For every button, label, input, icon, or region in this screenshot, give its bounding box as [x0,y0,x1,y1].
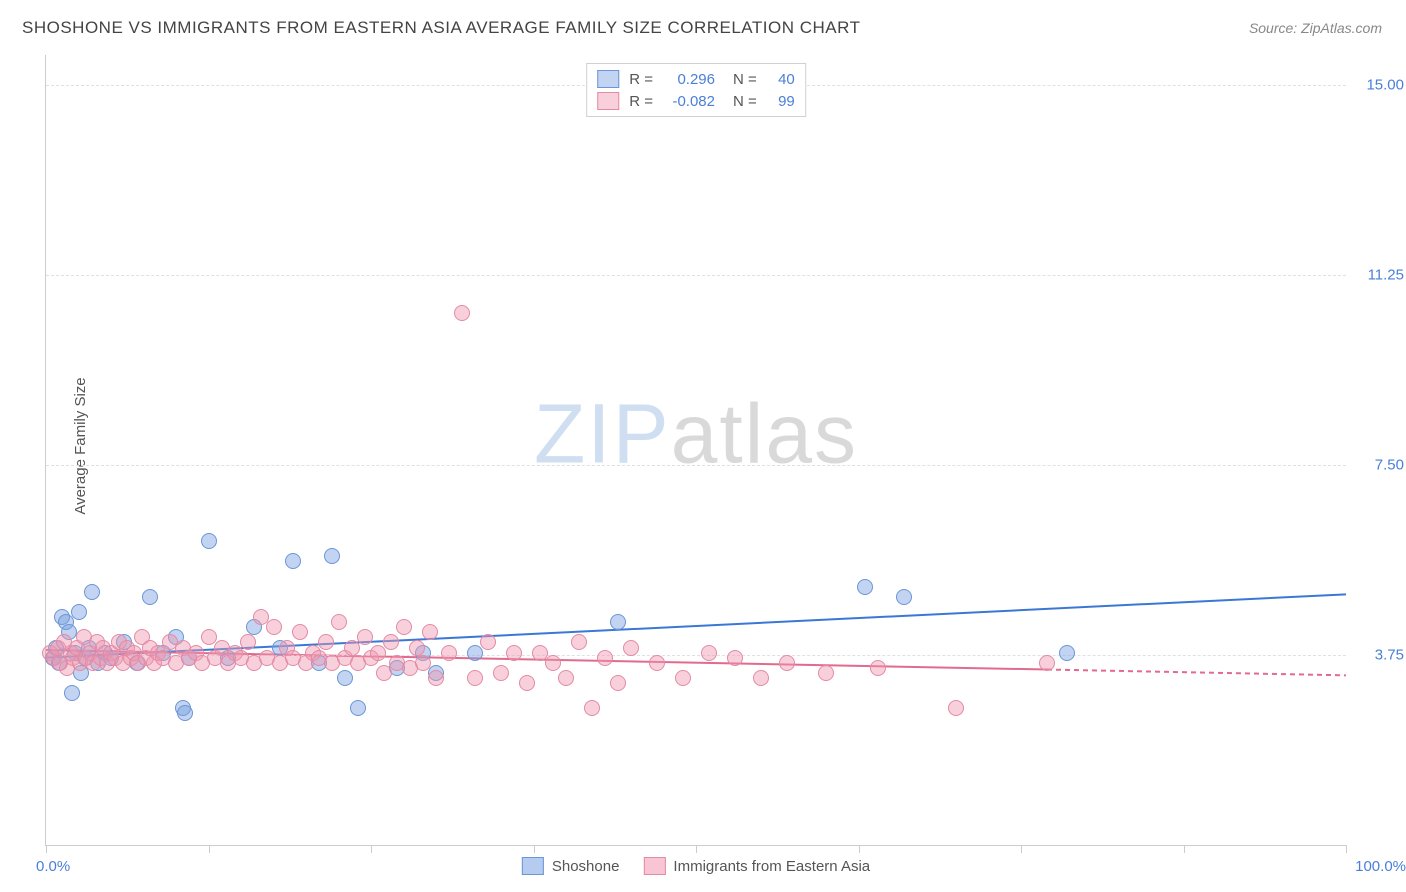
data-point-series-1 [584,700,600,716]
data-point-series-1 [357,629,373,645]
data-point-series-1 [318,634,334,650]
legend-bottom-label-2: Immigrants from Eastern Asia [673,858,870,875]
data-point-series-1 [415,655,431,671]
data-point-series-1 [409,640,425,656]
x-tick [859,845,860,853]
trend-line-dashed [1047,670,1346,676]
y-tick-label: 7.50 [1375,457,1404,474]
data-point-series-1 [467,670,483,686]
data-point-series-1 [506,645,522,661]
data-point-series-1 [727,650,743,666]
data-point-series-1 [818,665,834,681]
data-point-series-0 [350,700,366,716]
data-point-series-1 [870,660,886,676]
x-tick [46,845,47,853]
data-point-series-1 [753,670,769,686]
data-point-series-1 [610,675,626,691]
plot-area: ZIPatlas R = 0.296 N = 40 R = -0.082 N =… [45,55,1346,846]
y-tick-label: 3.75 [1375,647,1404,664]
data-point-series-1 [545,655,561,671]
legend-bottom-swatch-1 [522,857,544,875]
x-tick [696,845,697,853]
data-point-series-1 [422,624,438,640]
legend-n-value-2: 99 [767,93,795,110]
data-point-series-1 [649,655,665,671]
legend-n-label-2: N = [733,93,757,110]
data-point-series-0 [896,589,912,605]
x-tick [1184,845,1185,853]
data-point-series-0 [324,548,340,564]
data-point-series-1 [454,305,470,321]
x-label-right: 100.0% [1355,858,1406,875]
data-point-series-1 [701,645,717,661]
data-point-series-0 [610,614,626,630]
data-point-series-1 [597,650,613,666]
data-point-series-1 [480,634,496,650]
source-label: Source: ZipAtlas.com [1249,20,1382,36]
legend-n-value-1: 40 [767,71,795,88]
grid-line [46,275,1346,276]
legend-bottom-item-1: Shoshone [522,857,620,875]
data-point-series-0 [177,705,193,721]
swatch-2 [597,92,619,110]
data-point-series-0 [337,670,353,686]
x-tick [1021,845,1022,853]
legend-n-label-1: N = [733,71,757,88]
data-point-series-1 [571,634,587,650]
legend-row-1: R = 0.296 N = 40 [597,68,795,90]
data-point-series-0 [64,685,80,701]
legend-bottom: Shoshone Immigrants from Eastern Asia [522,857,870,875]
data-point-series-1 [493,665,509,681]
y-tick-label: 11.25 [1368,267,1404,284]
legend-bottom-label-1: Shoshone [552,858,620,875]
legend-row-2: R = -0.082 N = 99 [597,90,795,112]
data-point-series-1 [383,634,399,650]
legend-r-label-2: R = [629,93,653,110]
legend-r-value-2: -0.082 [659,93,715,110]
x-tick [209,845,210,853]
data-point-series-1 [675,670,691,686]
data-point-series-1 [779,655,795,671]
data-point-series-1 [396,619,412,635]
grid-line [46,465,1346,466]
x-tick [1346,845,1347,853]
data-point-series-0 [201,533,217,549]
trend-lines [46,55,1346,845]
data-point-series-1 [948,700,964,716]
chart-title: SHOSHONE VS IMMIGRANTS FROM EASTERN ASIA… [22,18,860,38]
legend-bottom-item-2: Immigrants from Eastern Asia [643,857,870,875]
x-tick [534,845,535,853]
data-point-series-1 [623,640,639,656]
data-point-series-1 [331,614,347,630]
swatch-1 [597,70,619,88]
data-point-series-0 [142,589,158,605]
y-tick-label: 15.00 [1366,77,1404,94]
data-point-series-1 [441,645,457,661]
legend-top: R = 0.296 N = 40 R = -0.082 N = 99 [586,63,806,117]
data-point-series-1 [519,675,535,691]
data-point-series-0 [1059,645,1075,661]
data-point-series-1 [292,624,308,640]
data-point-series-1 [428,670,444,686]
data-point-series-1 [558,670,574,686]
x-tick [371,845,372,853]
data-point-series-0 [71,604,87,620]
data-point-series-0 [84,584,100,600]
x-label-left: 0.0% [36,858,70,875]
legend-r-label-1: R = [629,71,653,88]
data-point-series-1 [240,634,256,650]
legend-r-value-1: 0.296 [659,71,715,88]
data-point-series-1 [1039,655,1055,671]
data-point-series-0 [285,553,301,569]
data-point-series-0 [857,579,873,595]
data-point-series-1 [266,619,282,635]
legend-bottom-swatch-2 [643,857,665,875]
